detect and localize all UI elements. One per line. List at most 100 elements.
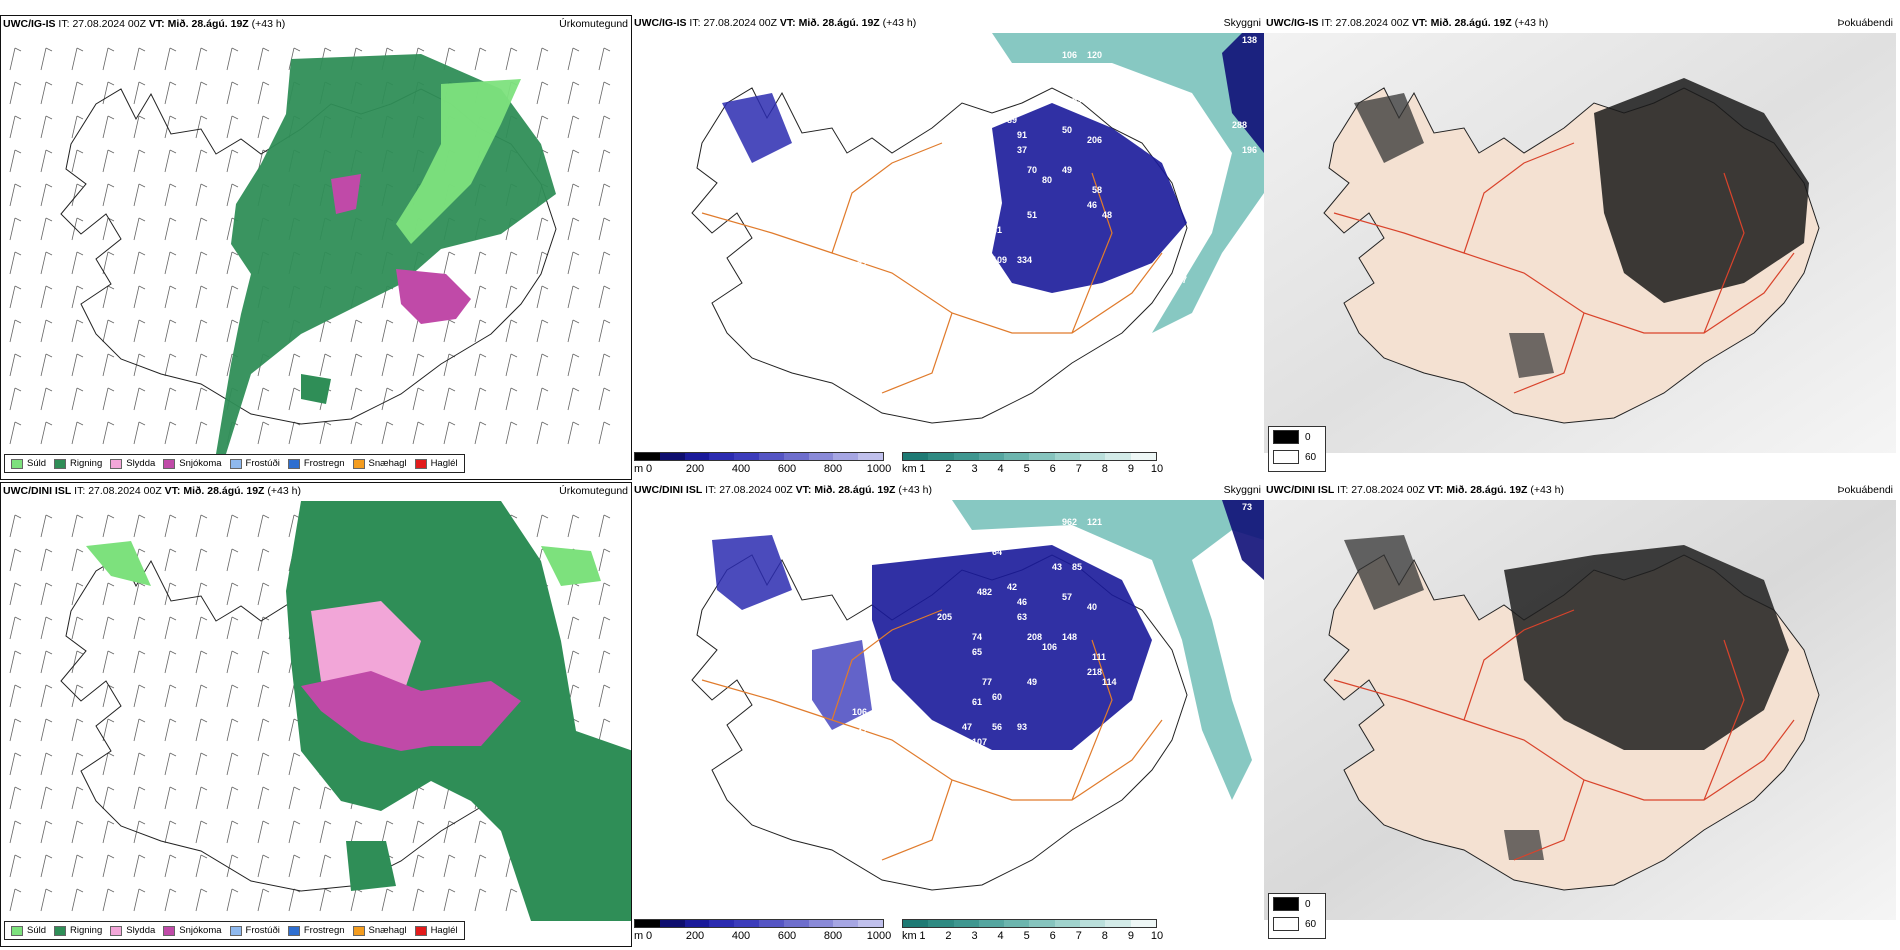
wind-barb — [536, 421, 543, 445]
cloudbase-strip — [634, 919, 884, 928]
wind-barb-flag — [14, 47, 22, 52]
road-network — [1333, 609, 1795, 861]
colorbar-segment — [833, 453, 859, 460]
wind-barb — [350, 353, 357, 377]
wind-barb — [226, 854, 233, 878]
wind-barb-flag — [45, 353, 53, 358]
wind-barb-flag — [138, 684, 146, 689]
wind-barb-flag — [107, 514, 115, 519]
wind-barb — [350, 421, 357, 445]
wind-barb-flag — [603, 149, 611, 154]
wind-barb — [381, 421, 388, 445]
wind-barb — [226, 888, 233, 912]
colorbar-tick: 1000 — [866, 463, 892, 475]
wind-barb-flag — [603, 47, 611, 52]
wind-barb — [71, 81, 78, 105]
wind-barb — [474, 251, 481, 275]
wind-barb-flag — [200, 684, 208, 689]
colorbar-tick: 1000 — [866, 930, 892, 942]
colorbar-segment — [659, 453, 685, 460]
wind-barb — [71, 616, 78, 640]
wind-barb-flag — [231, 854, 239, 859]
visibility-label: 160 — [1017, 70, 1032, 80]
wind-barb-flag — [541, 514, 549, 519]
wind-barb-flag — [417, 820, 425, 825]
wind-barb — [598, 81, 605, 105]
wind-barb — [71, 786, 78, 810]
wind-barb — [164, 183, 171, 207]
fog-legend: 0 60 — [1268, 893, 1326, 939]
legend-swatch — [229, 458, 242, 469]
wind-barb-flag — [14, 684, 22, 689]
wind-barb — [226, 251, 233, 275]
wind-barb-flag — [572, 616, 580, 621]
wind-barb — [9, 251, 16, 275]
wind-barb — [71, 319, 78, 343]
wind-barb — [226, 319, 233, 343]
valid-time: Mið. 28.ágú. 19Z — [183, 485, 265, 497]
wind-barb-flag — [169, 285, 177, 290]
wind-barb — [226, 752, 233, 776]
wind-barb-flag — [293, 786, 301, 791]
wind-barb-flag — [45, 820, 53, 825]
wind-barb-flag — [76, 820, 84, 825]
wind-barb — [319, 786, 326, 810]
precip-fields — [216, 54, 556, 454]
legend-item: Frostúði — [229, 925, 280, 936]
visibility-label: 37 — [1017, 145, 1027, 155]
drizzle-area — [396, 79, 521, 244]
legend-swatch — [54, 458, 67, 469]
wind-barb-flag — [200, 514, 208, 519]
wind-barb — [102, 149, 109, 173]
wind-barb-flag — [169, 514, 177, 519]
colorbar-segment — [1130, 453, 1156, 460]
wind-barb — [9, 183, 16, 207]
wind-barb — [133, 421, 140, 445]
fog-dark-area — [1344, 535, 1424, 610]
wind-barb-flag — [541, 115, 549, 120]
panel-title: UWC/IG-IS IT: 27.08.2024 00Z VT: Mið. 28… — [634, 17, 916, 29]
wind-barb — [40, 854, 47, 878]
wind-barb — [133, 786, 140, 810]
colorbar-segment — [684, 920, 710, 927]
wind-barb-flag — [200, 183, 208, 188]
wind-barb — [40, 718, 47, 742]
wind-barb-flag — [603, 514, 611, 519]
wind-barb-flag — [324, 353, 332, 358]
wind-barb-flag — [76, 47, 84, 52]
legend-item: Haglél — [414, 925, 458, 936]
wind-barb — [71, 115, 78, 139]
wind-barb — [195, 684, 202, 708]
legend-swatch — [352, 925, 365, 936]
wind-barb — [257, 47, 264, 71]
wind-barb — [598, 183, 605, 207]
legend-swatch — [414, 458, 427, 469]
panel-parameter: Þokuábendi — [1837, 17, 1893, 29]
fog-legend-row: 60 — [1269, 914, 1325, 934]
wind-barb-flag — [200, 888, 208, 893]
wind-barb — [226, 650, 233, 674]
fog-legend-row: 0 — [1269, 427, 1325, 447]
wind-barb-flag — [107, 650, 115, 655]
wind-barb-flag — [138, 183, 146, 188]
wind-barb-flag — [262, 47, 270, 52]
wind-barb-flag — [169, 684, 177, 689]
legend-label: Rigning — [70, 458, 103, 469]
visibility-label: 80 — [1042, 175, 1052, 185]
colorbar-segment — [783, 920, 809, 927]
wind-barb-flag — [541, 421, 549, 426]
wind-barb-flag — [138, 582, 146, 587]
wind-barb-flag — [572, 421, 580, 426]
wind-barb — [102, 514, 109, 538]
panel-parameter: Skyggni — [1223, 17, 1261, 29]
fog-dark-area — [1594, 78, 1809, 303]
colorbar-tick: 4 — [997, 463, 1004, 475]
wind-barb — [71, 149, 78, 173]
wind-barb-flag — [324, 421, 332, 426]
wind-barb-flag — [14, 718, 22, 723]
wind-barb — [288, 786, 295, 810]
colorbar-tick: 800 — [823, 463, 843, 475]
wind-barb — [505, 854, 512, 878]
wind-barb-flag — [45, 854, 53, 859]
